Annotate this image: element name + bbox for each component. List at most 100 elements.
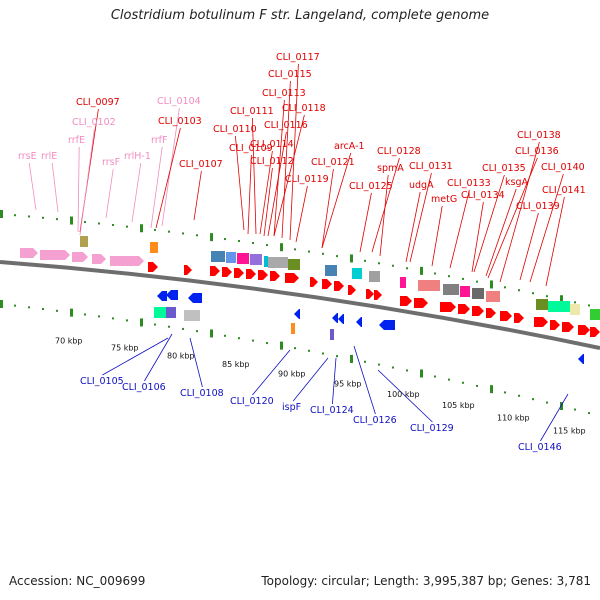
gene-label[interactable]: CLI_0138 — [517, 130, 561, 141]
gene-label[interactable]: CLI_0146 — [518, 442, 562, 453]
gene-label[interactable]: udgA — [409, 180, 434, 191]
gene-label[interactable]: CLI_0133 — [447, 178, 491, 189]
gene-block — [150, 242, 158, 253]
gene-label[interactable]: CLI_0107 — [179, 159, 223, 170]
track-tick — [462, 277, 464, 280]
gene-label[interactable]: CLI_0097 — [76, 97, 120, 108]
gene-label[interactable]: CLI_0103 — [158, 116, 202, 127]
gene-label[interactable]: CLI_0134 — [461, 190, 505, 201]
gene-features — [20, 236, 600, 364]
scale-label: 95 kbp — [334, 379, 362, 388]
track-tick — [336, 255, 338, 258]
gene-label[interactable]: rrfE — [68, 135, 85, 146]
gene-block — [460, 286, 470, 297]
label-leader-line — [235, 135, 245, 231]
track-tick — [252, 242, 254, 245]
track-tick — [518, 394, 520, 397]
topology-text: Topology: circular; Length: 3,995,387 bp… — [261, 574, 591, 588]
label-leader-line — [193, 170, 202, 221]
gene-label[interactable]: metG — [431, 194, 457, 205]
track-tick — [56, 309, 58, 312]
gene-label[interactable]: CLI_0112 — [250, 156, 294, 167]
gene-label[interactable]: CLI_0140 — [541, 162, 585, 173]
gene-label[interactable]: rrlE — [41, 151, 57, 162]
gene-label[interactable]: rrsE — [18, 151, 37, 162]
gene-label[interactable]: CLI_0141 — [542, 185, 586, 196]
gene-label[interactable]: CLI_0102 — [72, 117, 116, 128]
label-leader-line — [519, 212, 539, 281]
gene-label[interactable]: rrfF — [151, 135, 167, 146]
track-tick — [504, 286, 506, 289]
gene-label[interactable]: ispF — [282, 402, 301, 413]
gene-label[interactable]: CLI_0139 — [516, 201, 560, 212]
gene-label[interactable]: CLI_0129 — [410, 423, 454, 434]
label-leader-line — [150, 146, 163, 229]
gene-block — [369, 271, 380, 282]
label-leader-line — [252, 349, 291, 396]
track-tick — [238, 240, 240, 243]
gene-label[interactable]: CLI_0126 — [353, 415, 397, 426]
gene-label[interactable]: CLI_0111 — [230, 106, 274, 117]
track-tick — [378, 262, 380, 265]
gene-labels: CLI_0117 CLI_0115 CLI_0097 CLI_0104 CLI_0113… — [18, 52, 586, 453]
gene-label[interactable]: CLI_0128 — [377, 146, 421, 157]
track-tick — [224, 334, 226, 337]
gene-label[interactable]: CLI_0118 — [282, 103, 326, 114]
track-tick — [406, 267, 408, 270]
gene-arrow-forward — [514, 313, 524, 323]
track-tick — [532, 398, 534, 401]
scale-label: 80 kbp — [167, 351, 195, 360]
track-tick — [448, 275, 450, 278]
gene-arrow-forward — [40, 250, 70, 260]
gene-label[interactable]: CLI_0120 — [230, 396, 274, 407]
track-tick — [476, 280, 478, 283]
label-leader-line — [189, 337, 203, 388]
gene-block — [211, 251, 225, 262]
scale-label: 85 kbp — [222, 360, 250, 369]
gene-arrow-reverse — [166, 290, 178, 300]
label-leader-line — [405, 191, 421, 263]
gene-label[interactable]: ksgA — [505, 177, 528, 188]
gene-label[interactable]: CLI_0131 — [409, 161, 453, 172]
gene-label[interactable]: CLI_0109 — [229, 143, 273, 154]
gene-block — [570, 304, 580, 315]
track-tick — [336, 355, 338, 358]
track-tick — [140, 318, 143, 327]
gene-label[interactable]: CLI_0113 — [262, 88, 306, 99]
track-tick — [350, 354, 353, 363]
gene-label[interactable]: CLI_0114 — [250, 139, 294, 150]
gene-label[interactable]: CLI_0116 — [264, 120, 308, 131]
track-tick — [504, 391, 506, 394]
gene-label[interactable]: CLI_0121 — [311, 157, 355, 168]
gene-label[interactable]: CLI_0124 — [310, 405, 354, 416]
gene-arrow-forward — [92, 254, 106, 264]
gene-label[interactable]: CLI_0135 — [482, 163, 526, 174]
gene-label[interactable]: CLI_0125 — [349, 181, 393, 192]
gene-arrow-forward — [110, 256, 144, 266]
gene-label[interactable]: CLI_0108 — [180, 388, 224, 399]
gene-label[interactable]: CLI_0104 — [157, 96, 201, 107]
gene-label[interactable]: CLI_0115 — [268, 69, 312, 80]
gene-label[interactable]: spmA — [377, 163, 404, 174]
gene-label[interactable]: CLI_0119 — [285, 174, 329, 185]
track-tick — [126, 225, 128, 228]
track-tick — [84, 220, 86, 223]
gene-label[interactable]: rrsF — [102, 157, 120, 168]
gene-arrow-forward — [486, 308, 496, 318]
track-tick — [98, 315, 100, 318]
gene-label[interactable]: CLI_0110 — [213, 124, 257, 135]
track-tick — [560, 295, 563, 304]
label-leader-line — [105, 168, 114, 219]
gene-arrow-reverse — [332, 313, 338, 323]
label-leader-line — [471, 201, 484, 273]
label-leader-line — [529, 173, 564, 283]
gene-block — [291, 323, 295, 334]
gene-label[interactable]: CLI_0136 — [515, 146, 559, 157]
gene-label[interactable]: CLI_0117 — [276, 52, 320, 63]
track-tick — [210, 233, 213, 242]
gene-label[interactable]: rrlH-1 — [124, 151, 151, 162]
gene-label[interactable]: CLI_0106 — [122, 382, 166, 393]
gene-label[interactable]: CLI_0105 — [80, 376, 124, 387]
gene-label[interactable]: arcA-1 — [334, 141, 365, 152]
label-leader-line — [545, 196, 565, 287]
